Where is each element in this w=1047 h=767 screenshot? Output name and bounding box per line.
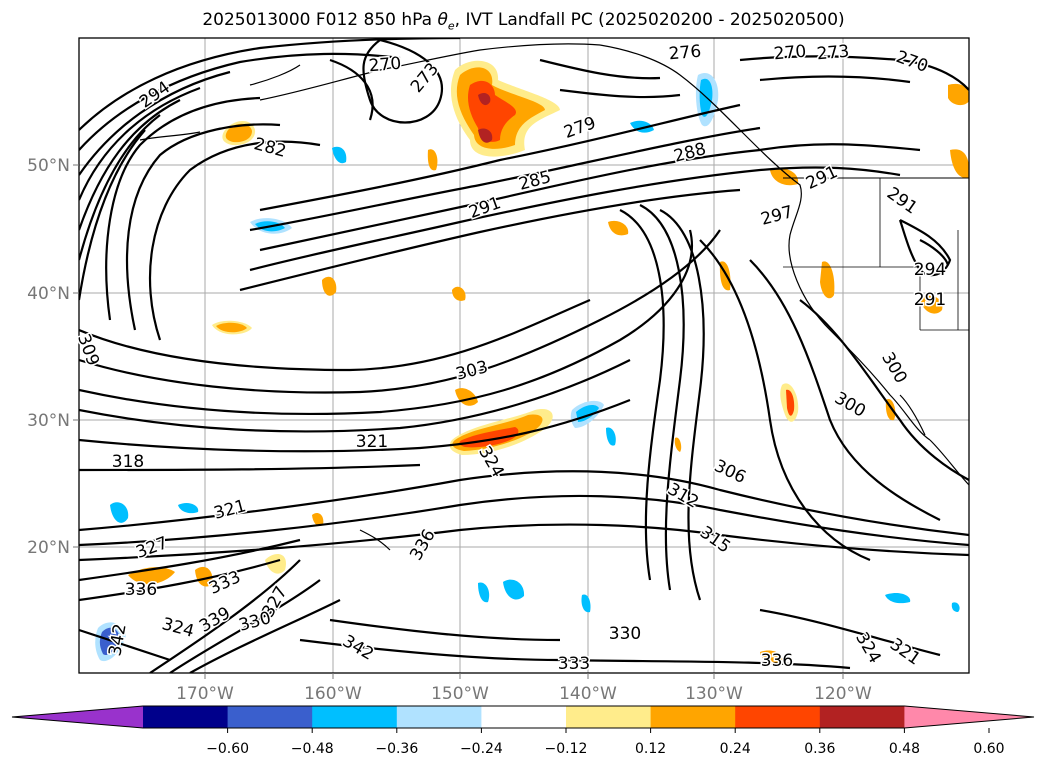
colorbar-tick-label: −0.12 <box>545 741 588 757</box>
lat-label: 40°N <box>27 284 70 304</box>
contour-label: 291 <box>914 290 946 310</box>
colorbar-segment <box>396 706 482 728</box>
coastlines <box>139 43 969 551</box>
contour-label: 276 <box>668 42 702 65</box>
lon-label: 160°W <box>304 684 362 704</box>
colorbar-tick-label: 0.48 <box>889 741 920 757</box>
gridlines <box>79 38 969 673</box>
ivt-pc-shading <box>95 60 969 664</box>
colorbar-segment <box>735 706 821 728</box>
colorbar-tick-label: 0.60 <box>973 741 1004 757</box>
map-title: 2025013000 F012 850 hPa θe, IVT Landfall… <box>202 10 845 33</box>
colorbar-extend-high <box>904 706 1034 728</box>
colorbar-segment <box>481 706 567 728</box>
colorbar-tick-label: 0.36 <box>804 741 835 757</box>
colorbar-tick-label: −0.36 <box>375 741 418 757</box>
colorbar-segment <box>566 706 652 728</box>
colorbar-segment <box>143 706 229 728</box>
contour-label: 270 <box>368 54 402 77</box>
lon-axis-labels: 170°W 160°W 150°W 140°W 130°W 120°W <box>176 684 872 704</box>
colorbar-tick-label: −0.24 <box>460 741 503 757</box>
colorbar-tick-label: −0.48 <box>291 741 334 757</box>
colorbar-segment <box>819 706 905 728</box>
lon-label: 130°W <box>685 684 743 704</box>
lon-label: 170°W <box>176 684 234 704</box>
contour-label: 333 <box>558 654 590 674</box>
lon-label: 140°W <box>559 684 617 704</box>
contour-label: 321 <box>356 432 388 452</box>
lat-label: 50°N <box>27 156 70 176</box>
colorbar-extend-low <box>12 706 143 728</box>
theta-e-contours <box>79 38 969 673</box>
colorbar-segment <box>650 706 736 728</box>
contour-label: 318 <box>112 452 144 472</box>
contour-label: 336 <box>125 580 157 600</box>
contour-label: 270 <box>773 42 807 65</box>
lon-label: 120°W <box>814 684 872 704</box>
contour-label: 294 <box>914 260 946 280</box>
lon-tick-marks <box>73 164 844 679</box>
colorbar: −0.60 −0.48 −0.36 −0.24 −0.12 0.12 0.24 0.36 0.4… <box>11 705 1035 757</box>
lon-label: 150°W <box>431 684 489 704</box>
colorbar-tick-label: 0.12 <box>635 741 666 757</box>
lat-label: 20°N <box>27 538 70 558</box>
contour-label: 336 <box>761 651 793 671</box>
colorbar-tick-label: 0.24 <box>720 741 751 757</box>
contour-label: 330 <box>609 624 641 644</box>
lat-axis-labels: 50°N 40°N 30°N 20°N <box>27 156 70 558</box>
colorbar-tick-label: −0.60 <box>206 741 249 757</box>
lat-label: 30°N <box>27 411 70 431</box>
colorbar-segment <box>312 706 398 728</box>
colorbar-segment <box>227 706 313 728</box>
contour-label: 273 <box>816 42 850 65</box>
